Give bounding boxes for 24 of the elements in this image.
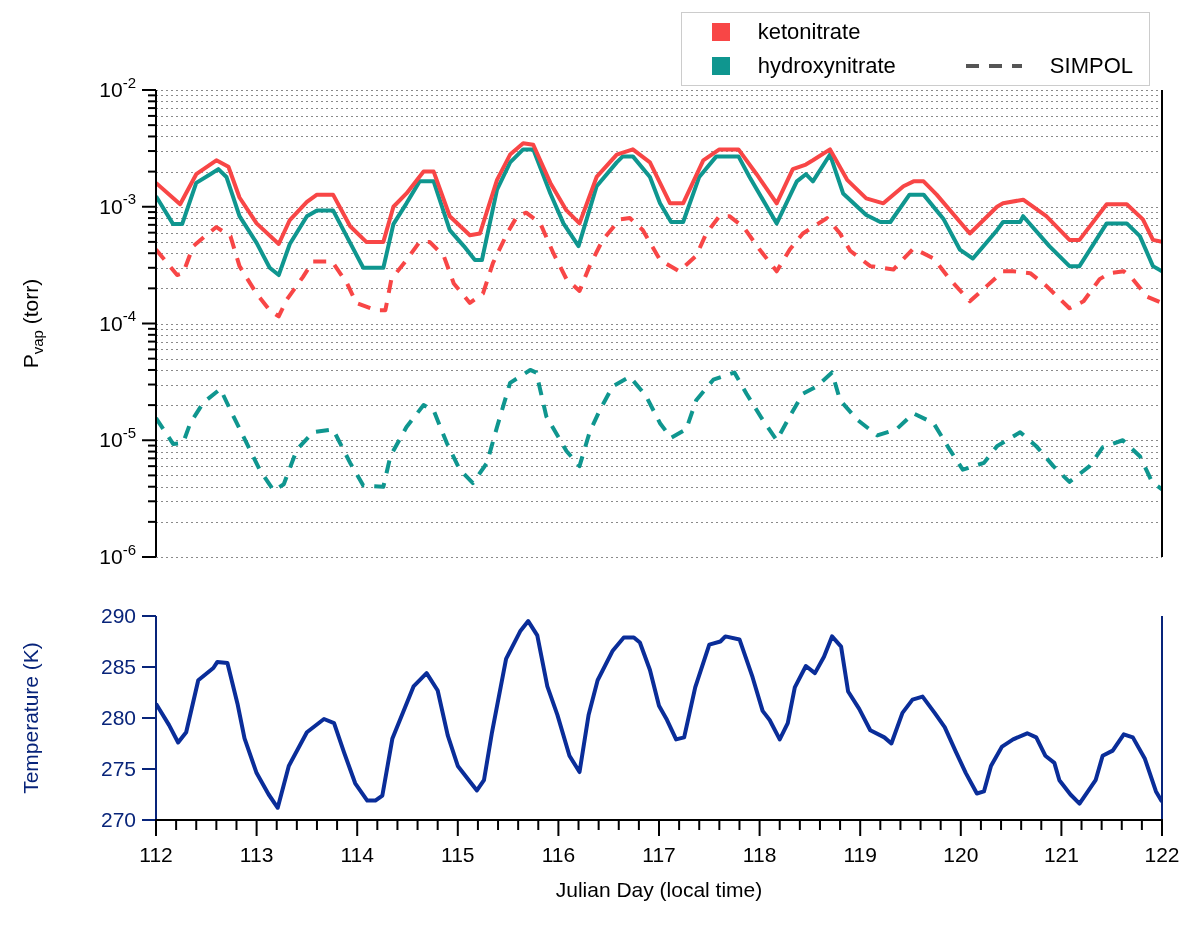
x-tick-label: 119 — [843, 843, 877, 866]
x-tick-label: 121 — [1043, 843, 1079, 866]
y-tick-label: 270 — [100, 808, 137, 831]
y-axis-title: Temperature (K) — [19, 642, 42, 794]
line-series — [156, 210, 1162, 319]
x-axis-title: Julian Day (local time) — [555, 878, 763, 901]
y-tick-label: 275 — [100, 757, 137, 780]
x-tick-label: 120 — [943, 843, 979, 866]
x-tick-label: 114 — [340, 843, 375, 866]
x-tick-label: 122 — [1144, 843, 1180, 866]
x-tick-label: 117 — [642, 843, 676, 866]
x-tick-label: 116 — [541, 843, 576, 866]
x-tick-label: 118 — [742, 843, 777, 866]
legend-label: ketonitrate — [757, 19, 861, 45]
line-series — [156, 367, 1162, 493]
text: SIMPOL — [1049, 53, 1133, 79]
y-tick-label: 285 — [100, 655, 137, 678]
y-axis-title: Pvap (torr) — [19, 278, 47, 369]
y-tick-label: 290 — [100, 604, 137, 627]
legend-label: hydroxynitrate — [757, 53, 896, 79]
x-tick-label: 112 — [139, 843, 173, 866]
y-tick-label: 280 — [100, 706, 137, 729]
x-tick-label: 115 — [441, 843, 475, 866]
x-tick-label: 113 — [239, 843, 274, 866]
